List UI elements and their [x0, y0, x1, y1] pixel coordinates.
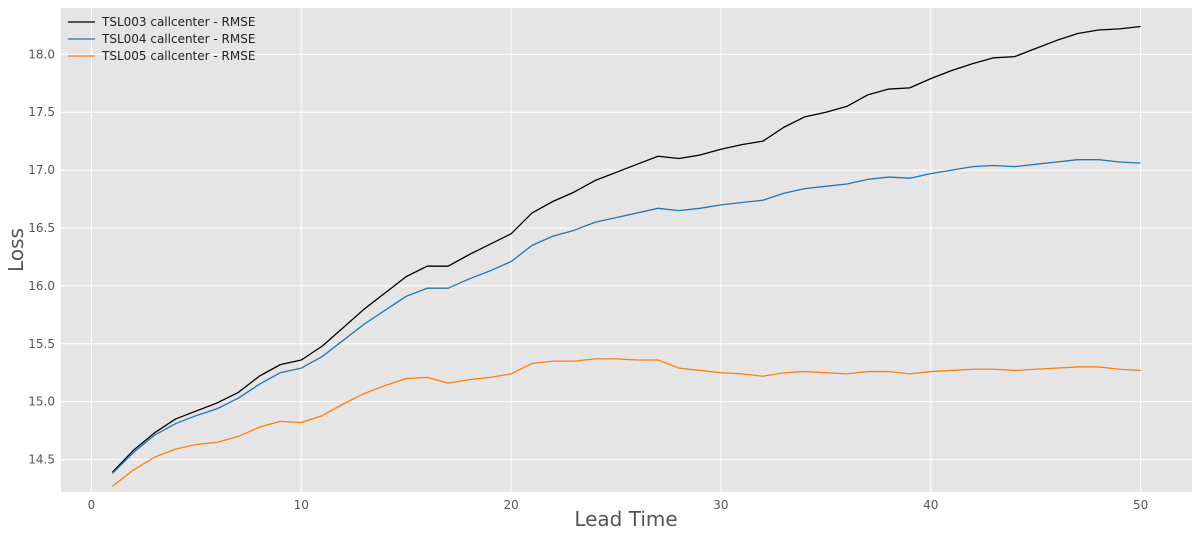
y-axis-label: Loss — [4, 228, 28, 272]
x-axis-label: Lead Time — [574, 507, 677, 531]
legend-label: TSL003 callcenter - RMSE — [101, 15, 255, 29]
y-tick-label: 15.0 — [28, 395, 55, 409]
x-axis-ticks: 0 10 20 30 40 50 — [88, 498, 1149, 512]
y-tick-label: 16.0 — [28, 279, 55, 293]
y-tick-label: 17.0 — [28, 163, 55, 177]
x-tick-label: 10 — [294, 498, 309, 512]
y-tick-label: 18.0 — [28, 47, 55, 61]
x-tick-label: 40 — [923, 498, 938, 512]
y-axis-ticks: 14.5 15.0 15.5 16.0 16.5 17.0 17.5 18.0 — [28, 47, 55, 466]
series-line-2 — [111, 159, 1141, 474]
y-tick-label: 14.5 — [28, 453, 55, 467]
series-group — [111, 25, 1141, 487]
series-line-3 — [112, 358, 1141, 487]
grid — [61, 8, 1192, 492]
y-tick-label: 15.5 — [28, 337, 55, 351]
x-tick-label: 50 — [1133, 498, 1148, 512]
legend: TSL003 callcenter - RMSE TSL004 callcente… — [68, 15, 255, 63]
y-tick-label: 17.5 — [28, 105, 55, 119]
legend-label: TSL004 callcenter - RMSE — [101, 32, 255, 46]
x-tick-label: 30 — [713, 498, 728, 512]
legend-label: TSL005 callcenter - RMSE — [101, 49, 255, 63]
plot-area — [61, 8, 1192, 492]
x-tick-label: 0 — [88, 498, 96, 512]
y-tick-label: 16.5 — [28, 221, 55, 235]
x-tick-label: 20 — [503, 498, 518, 512]
series-line-1 — [111, 25, 1141, 473]
